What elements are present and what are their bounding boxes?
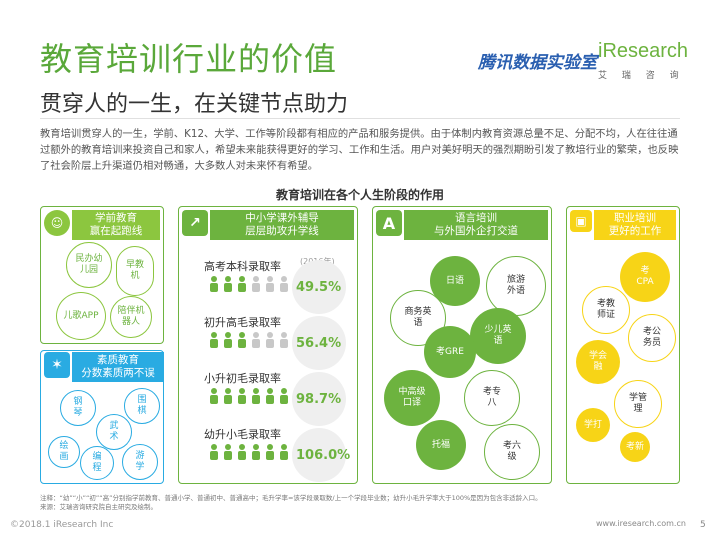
person-icon: [264, 276, 276, 292]
person-icon: [222, 444, 234, 460]
preschool-item: 早教机: [116, 246, 154, 296]
person-icon: [278, 444, 290, 460]
chart-title: 教育培训在各个人生阶段的作用: [275, 188, 444, 202]
panel-quality: [40, 350, 164, 484]
panel-career: [566, 206, 680, 484]
preschool-item: 民办幼儿园: [66, 242, 112, 288]
k12-rate-people: [208, 276, 290, 292]
person-icon: [250, 388, 262, 404]
career-item: 学会融: [576, 340, 620, 384]
person-icon: [236, 388, 248, 404]
language-item: 中高级口译: [384, 370, 440, 426]
person-icon: [278, 332, 290, 348]
person-icon: [250, 276, 262, 292]
person-icon: [264, 444, 276, 460]
letter-a-icon: A: [376, 210, 402, 236]
k12-rate-label: 初升高毛录取率: [204, 316, 281, 329]
intro-paragraph: 教育培训贯穿人的一生，学前、K12、大学、工作等阶段都有相应的产品和服务提供。由…: [40, 128, 679, 172]
k12-rate-label: 小升初毛录取率: [204, 372, 281, 385]
person-icon: [222, 332, 234, 348]
person-icon: [208, 332, 220, 348]
baby-face-icon: ☺: [44, 210, 70, 236]
briefcase-icon: ▣: [570, 210, 592, 232]
language-item: 少儿英语: [470, 308, 526, 364]
copyright: ©2018.1 iResearch Inc: [10, 520, 114, 530]
person-icon: [208, 444, 220, 460]
k12-rate-label: 高考本科录取率: [204, 260, 281, 273]
quality-head: 素质教育 分数素质两不误: [72, 352, 164, 382]
k12-rate-people: [208, 444, 290, 460]
k12-rate-label: 幼升小毛录取率: [204, 428, 281, 441]
person-icon: [222, 276, 234, 292]
running-kid-icon: ✶: [44, 352, 70, 378]
k12-rate-bubble: [292, 428, 346, 482]
language-item: 考专八: [464, 370, 520, 426]
person-icon: [236, 332, 248, 348]
quality-item: 编程: [80, 446, 114, 480]
person-icon: [236, 276, 248, 292]
k12-rate-value: 49.5%: [296, 280, 342, 295]
k12-head: 中小学课外辅导 层层助攻升学线: [210, 210, 354, 240]
career-item: 考CPA: [620, 252, 670, 302]
quality-item: 游学: [122, 444, 158, 480]
iresearch-logo-sub: 艾 瑞 咨 询: [598, 71, 685, 81]
person-icon: [250, 444, 262, 460]
person-icon: [208, 276, 220, 292]
page-subtitle: 贯穿人的一生，在关键节点助力: [40, 92, 349, 117]
career-head: 职业培训 更好的工作: [594, 210, 676, 240]
person-icon: [208, 388, 220, 404]
footnote: 注释：“幼”“小”“初”“高”分别指学前教育、普通小学、普通初中、普通高中；毛升…: [40, 494, 542, 511]
panel-language: [372, 206, 552, 484]
k12-rate-value: 98.7%: [296, 392, 342, 407]
k12-rate-bubble: [292, 316, 346, 370]
career-item: 考公务员: [628, 314, 676, 362]
person-icon: [222, 388, 234, 404]
quality-item: 武术: [96, 414, 132, 450]
language-item: 考六级: [484, 424, 540, 480]
page-number: 5: [700, 520, 706, 530]
person-icon: [264, 388, 276, 404]
runner-icon: ↗: [182, 210, 208, 236]
person-icon: [236, 444, 248, 460]
page-title: 教育培训行业的价值: [40, 40, 338, 78]
person-icon: [278, 276, 290, 292]
website: www.iresearch.com.cn: [596, 519, 686, 528]
person-icon: [278, 388, 290, 404]
iresearch-logo: iResearch: [598, 40, 689, 62]
tencent-data-lab-logo: 腾讯数据实验室: [478, 53, 597, 73]
language-item: 托福: [416, 420, 466, 470]
quality-item: 绘画: [48, 436, 80, 468]
language-head: 语言培训 与外国外企打交道: [404, 210, 548, 240]
quality-item: 钢琴: [60, 390, 96, 426]
k12-rate-value: 56.4%: [296, 336, 342, 351]
k12-rate-value: 106.0%: [296, 448, 351, 463]
k12-rate-people: [208, 388, 290, 404]
person-icon: [250, 332, 262, 348]
language-item: 日语: [430, 256, 480, 306]
language-item: 旅游外语: [486, 256, 546, 316]
career-item: 学打: [576, 408, 610, 442]
header-divider: [40, 118, 680, 119]
preschool-item: 儿歌APP: [56, 292, 106, 340]
career-item: 学管理: [614, 380, 662, 428]
preschool-item: 陪伴机器人: [110, 296, 152, 338]
panel-k12: [178, 206, 358, 484]
career-item: 考新: [620, 432, 650, 462]
person-icon: [264, 332, 276, 348]
k12-rate-people: [208, 332, 290, 348]
k12-rate-bubble: [292, 372, 346, 426]
quality-item: 围棋: [124, 388, 160, 424]
career-item: 考教师证: [582, 286, 630, 334]
k12-rate-bubble: [292, 260, 346, 314]
panel-preschool: [40, 206, 164, 344]
preschool-head: 学前教育 赢在起跑线: [72, 210, 160, 240]
language-item: 考GRE: [424, 326, 476, 378]
